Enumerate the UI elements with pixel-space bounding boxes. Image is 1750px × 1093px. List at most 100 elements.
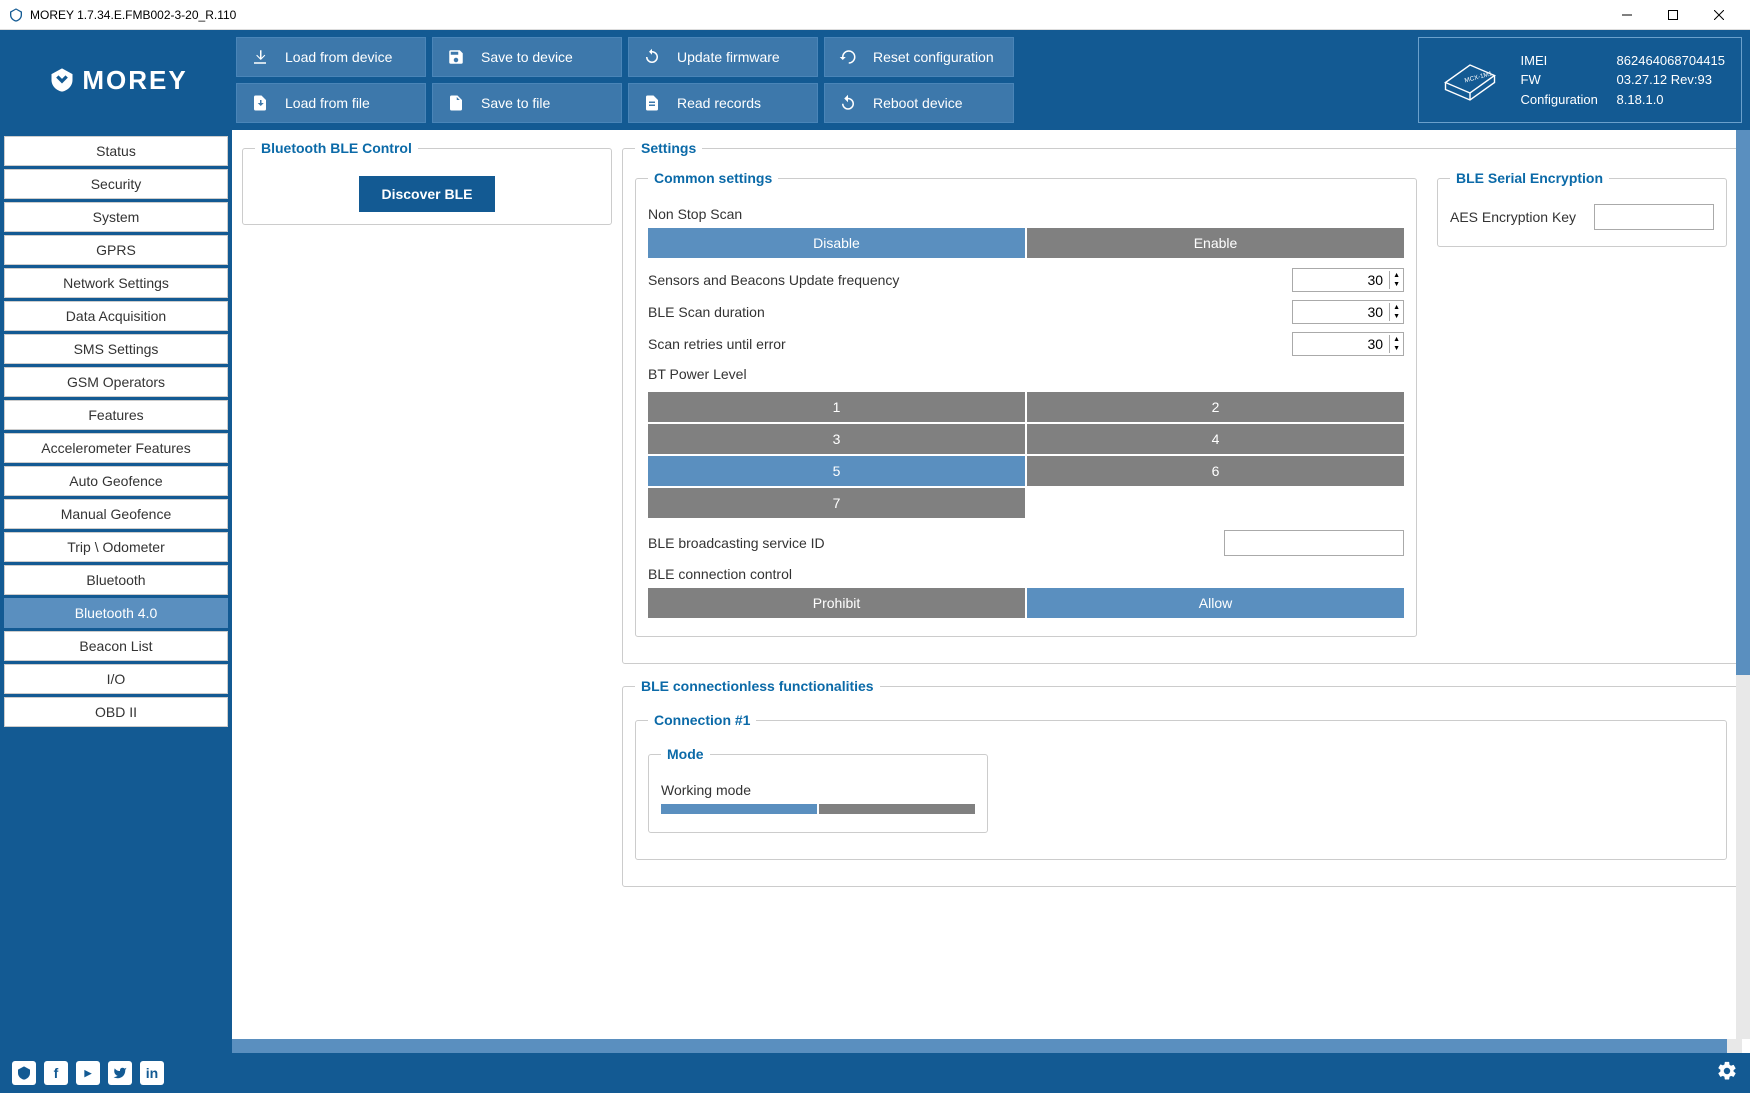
retries-spinner[interactable]: ▲▼ xyxy=(1292,332,1404,356)
fw-value: 03.27.12 Rev:93 xyxy=(1617,72,1712,87)
nav-item-auto-geofence[interactable]: Auto Geofence xyxy=(4,466,228,496)
nav-item-manual-geofence[interactable]: Manual Geofence xyxy=(4,499,228,529)
nav-item-features[interactable]: Features xyxy=(4,400,228,430)
nav-item-obd-ii[interactable]: OBD II xyxy=(4,697,228,727)
nonstop-scan-label: Non Stop Scan xyxy=(648,200,1404,228)
nav-item-bluetooth[interactable]: Bluetooth xyxy=(4,565,228,595)
save-to-device-button[interactable]: Save to device xyxy=(432,37,622,77)
nav-item-system[interactable]: System xyxy=(4,202,228,232)
working-mode-opt1[interactable] xyxy=(661,804,817,814)
load-from-file-button[interactable]: Load from file xyxy=(236,83,426,123)
update-freq-spinner[interactable]: ▲▼ xyxy=(1292,268,1404,292)
nonstop-enable-button[interactable]: Enable xyxy=(1027,228,1404,258)
app-body: StatusSecuritySystemGPRSNetwork Settings… xyxy=(0,130,1750,1053)
power-level-1[interactable]: 1 xyxy=(648,392,1025,422)
nav-item-i-o[interactable]: I/O xyxy=(4,664,228,694)
close-button[interactable] xyxy=(1696,0,1742,30)
power-level-3[interactable]: 3 xyxy=(648,424,1025,454)
update-icon xyxy=(643,48,661,66)
power-level-2[interactable]: 2 xyxy=(1027,392,1404,422)
footer: f ▶ in xyxy=(0,1053,1750,1093)
power-level-7[interactable]: 7 xyxy=(648,488,1025,518)
vertical-scrollbar[interactable] xyxy=(1736,130,1750,1039)
nav-item-beacon-list[interactable]: Beacon List xyxy=(4,631,228,661)
nav-item-data-acquisition[interactable]: Data Acquisition xyxy=(4,301,228,331)
imei-label: IMEI xyxy=(1521,51,1617,71)
spinner-down-icon[interactable]: ▼ xyxy=(1390,312,1403,321)
connectionless-panel: BLE connectionless functionalities Conne… xyxy=(622,678,1740,887)
spinner-up-icon[interactable]: ▲ xyxy=(1390,271,1403,280)
device-info-panel: MCX-1M1 IMEI862464068704415 FW03.27.12 R… xyxy=(1418,37,1742,123)
retries-label: Scan retries until error xyxy=(648,336,786,352)
nav-item-gsm-operators[interactable]: GSM Operators xyxy=(4,367,228,397)
reset-config-button[interactable]: Reset configuration xyxy=(824,37,1014,77)
retries-input[interactable] xyxy=(1293,333,1389,355)
settings-gear-icon[interactable] xyxy=(1716,1060,1738,1087)
update-freq-label: Sensors and Beacons Update frequency xyxy=(648,272,899,288)
nav-item-bluetooth-4-0[interactable]: Bluetooth 4.0 xyxy=(4,598,228,628)
nonstop-scan-toggle: Disable Enable xyxy=(648,228,1404,258)
file-save-icon xyxy=(447,94,465,112)
social-icons: f ▶ in xyxy=(12,1061,164,1085)
spinner-up-icon[interactable]: ▲ xyxy=(1390,303,1403,312)
load-from-device-button[interactable]: Load from device xyxy=(236,37,426,77)
linkedin-icon[interactable]: in xyxy=(140,1061,164,1085)
reset-icon xyxy=(839,48,857,66)
encryption-panel: BLE Serial Encryption AES Encryption Key xyxy=(1437,170,1727,247)
imei-value: 862464068704415 xyxy=(1617,53,1725,68)
read-records-button[interactable]: Read records xyxy=(628,83,818,123)
records-icon xyxy=(643,94,661,112)
aes-key-input[interactable] xyxy=(1594,204,1714,230)
scan-duration-spinner[interactable]: ▲▼ xyxy=(1292,300,1404,324)
power-level-4[interactable]: 4 xyxy=(1027,424,1404,454)
connection-1-title: Connection #1 xyxy=(648,712,756,728)
spinner-down-icon[interactable]: ▼ xyxy=(1390,344,1403,353)
conn-prohibit-button[interactable]: Prohibit xyxy=(648,588,1025,618)
reboot-button[interactable]: Reboot device xyxy=(824,83,1014,123)
power-level-6[interactable]: 6 xyxy=(1027,456,1404,486)
titlebar: MOREY 1.7.34.E.FMB002-3-20_R.110 xyxy=(0,0,1750,30)
horizontal-scrollbar[interactable] xyxy=(232,1039,1742,1053)
working-mode-toggle xyxy=(661,804,975,814)
maximize-button[interactable] xyxy=(1650,0,1696,30)
morey-icon[interactable] xyxy=(12,1061,36,1085)
nav-item-gprs[interactable]: GPRS xyxy=(4,235,228,265)
scan-duration-input[interactable] xyxy=(1293,301,1389,323)
save-to-file-button[interactable]: Save to file xyxy=(432,83,622,123)
brand-logo: MOREY xyxy=(8,65,228,96)
nav-item-security[interactable]: Security xyxy=(4,169,228,199)
ble-control-title: Bluetooth BLE Control xyxy=(255,140,418,156)
nav-item-network-settings[interactable]: Network Settings xyxy=(4,268,228,298)
toolbar: Load from device Save to device Update f… xyxy=(236,37,1210,123)
twitter-icon[interactable] xyxy=(108,1061,132,1085)
spinner-up-icon[interactable]: ▲ xyxy=(1390,335,1403,344)
content-area: Bluetooth BLE Control Discover BLE Setti… xyxy=(232,130,1750,1053)
conn-allow-button[interactable]: Allow xyxy=(1027,588,1404,618)
brand-text: MOREY xyxy=(82,65,187,96)
svg-text:MCX-1M1: MCX-1M1 xyxy=(1463,70,1493,84)
mode-title: Mode xyxy=(661,746,710,762)
nav-item-status[interactable]: Status xyxy=(4,136,228,166)
nav-item-trip-odometer[interactable]: Trip \ Odometer xyxy=(4,532,228,562)
device-icon: MCX-1M1 xyxy=(1435,51,1505,110)
app-icon xyxy=(8,7,24,23)
power-level-label: BT Power Level xyxy=(648,360,1404,388)
facebook-icon[interactable]: f xyxy=(44,1061,68,1085)
minimize-button[interactable] xyxy=(1604,0,1650,30)
broadcast-id-input[interactable] xyxy=(1224,530,1404,556)
cfg-value: 8.18.1.0 xyxy=(1617,92,1664,107)
update-freq-input[interactable] xyxy=(1293,269,1389,291)
nonstop-disable-button[interactable]: Disable xyxy=(648,228,1025,258)
discover-ble-button[interactable]: Discover BLE xyxy=(359,176,494,212)
nav-item-sms-settings[interactable]: SMS Settings xyxy=(4,334,228,364)
youtube-icon[interactable]: ▶ xyxy=(76,1061,100,1085)
update-firmware-button[interactable]: Update firmware xyxy=(628,37,818,77)
conn-control-toggle: Prohibit Allow xyxy=(648,588,1404,618)
window-title: MOREY 1.7.34.E.FMB002-3-20_R.110 xyxy=(30,8,1604,22)
nav-item-accelerometer-features[interactable]: Accelerometer Features xyxy=(4,433,228,463)
download-icon xyxy=(251,48,269,66)
working-mode-opt2[interactable] xyxy=(819,804,975,814)
power-level-5[interactable]: 5 xyxy=(648,456,1025,486)
scan-duration-label: BLE Scan duration xyxy=(648,304,765,320)
spinner-down-icon[interactable]: ▼ xyxy=(1390,280,1403,289)
